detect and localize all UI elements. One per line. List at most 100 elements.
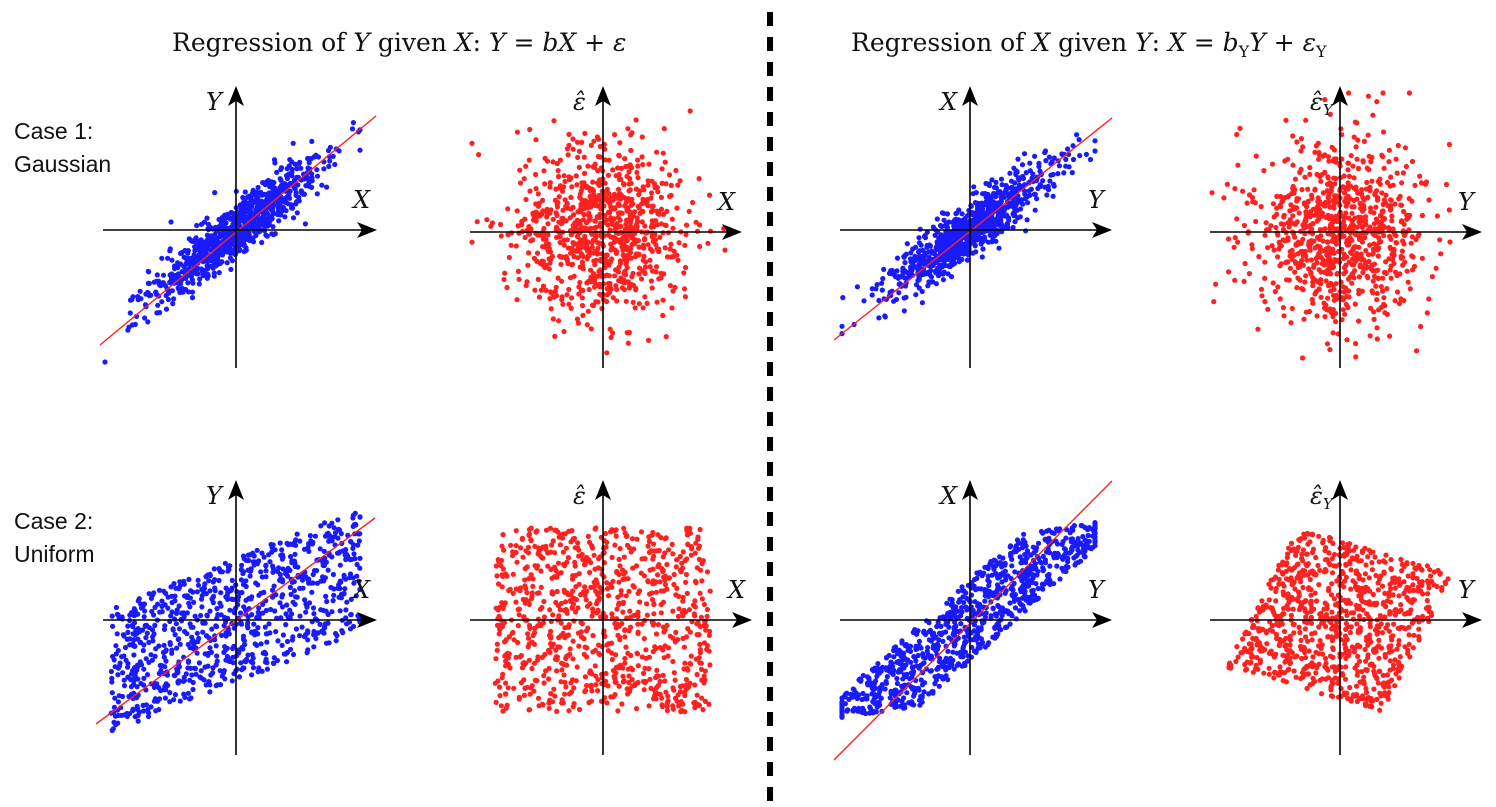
x-axis-label: X	[351, 186, 371, 214]
scatter-point	[113, 651, 119, 657]
scatter-point	[654, 246, 660, 252]
scatter-point	[158, 283, 164, 289]
scatter-point	[349, 126, 356, 132]
scatter-point	[1353, 144, 1359, 150]
scatter-point	[645, 242, 651, 248]
scatter-point	[523, 196, 529, 203]
scatter-point	[971, 233, 977, 239]
scatter-point	[1303, 215, 1309, 221]
scatter-point	[1275, 254, 1281, 260]
scatter-point	[618, 196, 624, 202]
scatter-point	[1419, 255, 1425, 261]
scatter-point	[1331, 175, 1337, 181]
scatter-point	[861, 298, 867, 304]
scatter-point	[579, 262, 586, 268]
scatter-point	[290, 140, 296, 146]
scatter-point	[282, 214, 288, 220]
scatter-point	[641, 237, 648, 243]
scatter-point	[1299, 248, 1305, 254]
scatter-point	[1417, 173, 1423, 179]
scatter-point	[575, 320, 582, 326]
scatter-point	[522, 234, 528, 241]
scatter-point	[1092, 148, 1098, 154]
scatter-point	[972, 242, 978, 248]
scatter-point	[1001, 190, 1008, 196]
scatter-point	[575, 220, 581, 226]
scatter-point	[1014, 186, 1021, 192]
scatter-point	[167, 248, 173, 254]
scatter-point	[270, 186, 276, 193]
scatter-point	[577, 279, 583, 286]
scatter-point	[138, 639, 144, 645]
scatter-point	[571, 224, 577, 231]
scatter-point	[508, 242, 514, 248]
scatter-point	[192, 666, 198, 672]
scatter-point	[546, 705, 552, 711]
scatter-point	[151, 631, 157, 637]
scatter-point	[1302, 174, 1308, 180]
scatter-point	[996, 245, 1002, 251]
scatter-point	[1386, 159, 1392, 165]
scatter-point	[277, 176, 283, 182]
scatter-point	[544, 158, 551, 164]
scatter-point	[1328, 288, 1334, 294]
scatter-point	[1316, 156, 1322, 162]
scatter-point	[560, 215, 566, 221]
scatter-point	[514, 129, 521, 135]
scatter-point	[659, 180, 665, 186]
scatter-point	[1343, 195, 1349, 201]
scatter-point	[1324, 341, 1331, 347]
scatter-point	[310, 605, 317, 611]
scatter-point	[581, 154, 587, 160]
scatter-point	[1380, 90, 1386, 96]
scatter-point	[1307, 171, 1313, 177]
scatter-point	[953, 219, 959, 225]
scatter-point	[1426, 197, 1432, 203]
scatter-point	[1370, 278, 1376, 284]
scatter-point	[942, 223, 948, 229]
scatter-point	[1392, 201, 1398, 207]
scatter-point	[534, 250, 541, 256]
scatter-point	[264, 631, 270, 637]
scatter-point	[1048, 172, 1054, 178]
scatter-point	[664, 254, 671, 260]
scatter-point	[294, 166, 300, 172]
scatter-point	[1288, 202, 1294, 208]
scatter-point	[1246, 271, 1252, 277]
scatter-point	[1367, 184, 1373, 190]
scatter-point	[640, 162, 646, 168]
scatter-point	[671, 670, 677, 676]
scatter-point	[526, 250, 532, 256]
scatter-point	[1015, 175, 1021, 181]
scatter-point	[337, 608, 343, 614]
scatter-point	[722, 247, 728, 253]
scatter-point	[1341, 251, 1347, 257]
scatter-point	[530, 583, 536, 590]
scatter-point	[1388, 206, 1394, 212]
scatter-point	[348, 611, 354, 618]
scatter-point	[605, 285, 611, 291]
scatter-point	[337, 562, 343, 568]
scatter-point	[917, 253, 923, 259]
scatter-point	[602, 180, 608, 186]
scatter-point	[502, 639, 508, 645]
scatter-point	[1354, 196, 1360, 202]
scatter-point	[243, 557, 249, 564]
scatter-point	[615, 186, 622, 192]
scatter-point	[223, 215, 229, 221]
scatter-point	[1409, 234, 1415, 240]
scatter-point	[1405, 279, 1411, 285]
scatter-point	[628, 199, 634, 205]
scatter-point	[562, 691, 568, 697]
scatter-point	[595, 251, 601, 257]
scatter-point	[501, 276, 507, 283]
scatter-point	[317, 621, 323, 628]
scatter-point	[212, 577, 218, 583]
scatter-point	[525, 550, 532, 556]
scatter-point	[646, 549, 653, 556]
scatter-point	[190, 624, 196, 630]
scatter-point	[1034, 196, 1040, 202]
scatter-point	[211, 270, 217, 276]
scatter-point	[1076, 137, 1082, 143]
scatter-point	[989, 177, 995, 183]
